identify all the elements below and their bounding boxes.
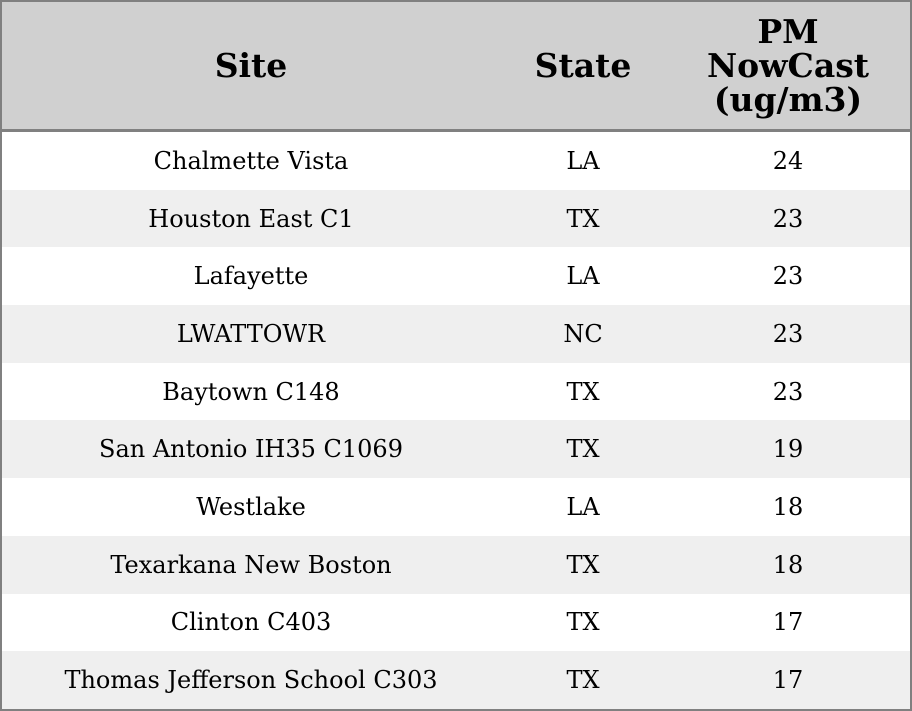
table-cell: 18 xyxy=(772,550,804,579)
table-row: Texarkana New Boston TX 18 xyxy=(2,535,910,594)
table-row: San Antonio IH35 C1069 TX 19 xyxy=(2,420,910,479)
table-cell: LA xyxy=(566,492,600,521)
table-cell: TX xyxy=(566,666,600,695)
table-row: Baytown C148 TX 23 xyxy=(2,362,910,421)
table-cell: 23 xyxy=(772,377,804,406)
table-cell: Thomas Jefferson School C303 xyxy=(64,666,438,695)
table-cell: San Antonio IH35 C1069 xyxy=(99,435,403,464)
table-cell: TX xyxy=(566,550,600,579)
table-cell: Chalmette Vista xyxy=(153,146,349,175)
header-cell: PM NowCast (ug/m3) xyxy=(666,2,910,129)
table-cell: 23 xyxy=(772,204,804,233)
table-cell: 23 xyxy=(772,319,804,348)
table-cell: TX xyxy=(566,435,600,464)
table-cell: 23 xyxy=(772,262,804,291)
header-cell: Site xyxy=(2,2,500,129)
table-cell: Baytown C148 xyxy=(162,377,340,406)
table-cell: Westlake xyxy=(196,492,306,521)
table-row: Clinton C403 TX 17 xyxy=(2,593,910,652)
table-cell: LA xyxy=(566,146,600,175)
table-cell: 18 xyxy=(772,492,804,521)
header-row: Site State PM NowCast (ug/m3) xyxy=(2,2,910,132)
header-text: PM NowCast (ug/m3) xyxy=(706,11,870,119)
table-cell: Texarkana New Boston xyxy=(110,550,392,579)
table-cell: TX xyxy=(566,204,600,233)
table-cell: Clinton C403 xyxy=(170,608,332,637)
table-cell: LWATTOWR xyxy=(176,319,326,348)
header-text: State xyxy=(534,45,632,85)
table-row: Chalmette Vista LA 24 xyxy=(2,132,910,190)
table-row: Lafayette LA 23 xyxy=(2,247,910,306)
table-cell: 19 xyxy=(772,435,804,464)
header-text: Site xyxy=(214,45,288,85)
header-cell: State xyxy=(500,2,666,129)
table-row: Houston East C1 TX 23 xyxy=(2,189,910,248)
table-cell: LA xyxy=(566,262,600,291)
table-cell: Lafayette xyxy=(193,262,309,291)
table-cell: NC xyxy=(563,319,603,348)
table-cell: 24 xyxy=(772,146,804,175)
table-cell: 17 xyxy=(772,666,804,695)
table-cell: Houston East C1 xyxy=(148,204,354,233)
table-cell: 17 xyxy=(772,608,804,637)
table-row: Westlake LA 18 xyxy=(2,478,910,536)
table-cell: TX xyxy=(566,608,600,637)
table-cell: TX xyxy=(566,377,600,406)
table-row: Thomas Jefferson School C303 TX 17 xyxy=(2,651,910,709)
table-row: LWATTOWR NC 23 xyxy=(2,305,910,363)
